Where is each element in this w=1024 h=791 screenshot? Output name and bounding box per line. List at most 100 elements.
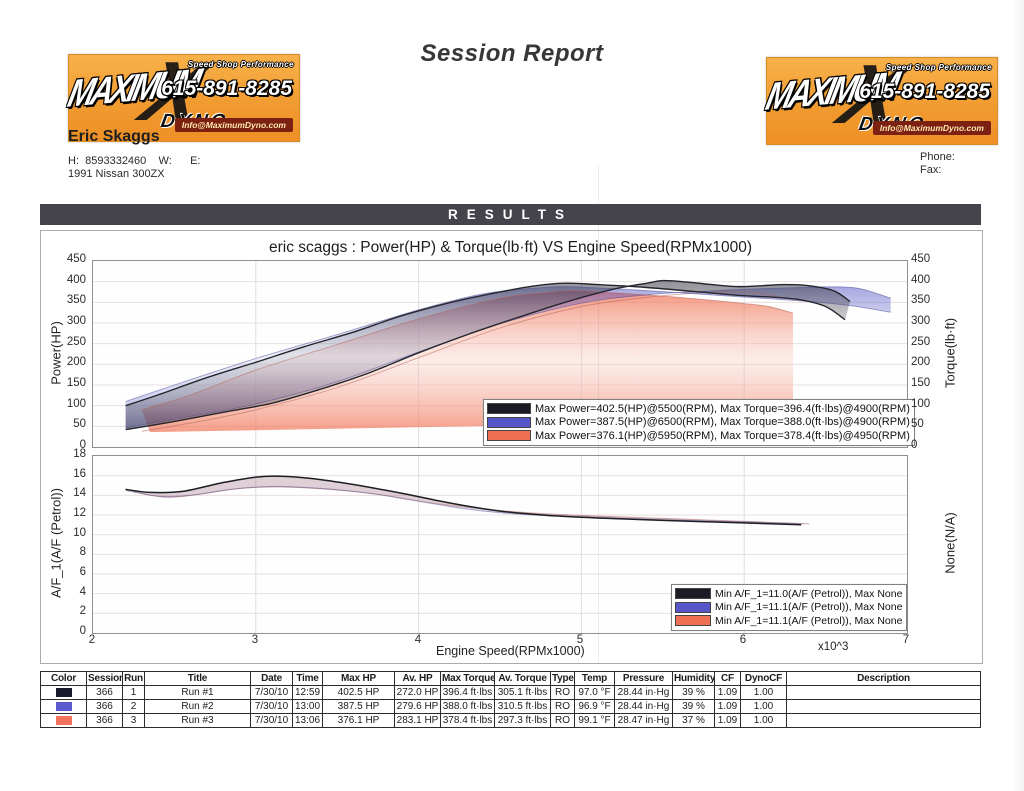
table-cell bbox=[786, 713, 981, 728]
table-cell: 1 bbox=[122, 685, 145, 700]
column-header-color: Color bbox=[40, 671, 87, 686]
table-cell: 12:59 bbox=[292, 685, 323, 700]
maximum-dyno-logo-left: X MAXIMUM DYNO Speed Shop Performance 61… bbox=[64, 44, 300, 142]
axis-tick: 2 bbox=[79, 605, 86, 617]
axis-tick: 150 bbox=[66, 377, 86, 389]
table-cell: 1.00 bbox=[740, 699, 787, 714]
column-header-session: Session bbox=[86, 671, 123, 686]
legend-row: Min A/F_1=11.1(A/F (Petrol)), Max None bbox=[675, 601, 902, 615]
axis-tick: 4 bbox=[414, 634, 422, 646]
axis-tick: 3 bbox=[251, 634, 259, 646]
table-row: 366 1 Run #1 7/30/10 12:59 402.5 HP 272.0 HP 39… bbox=[40, 685, 981, 700]
curve-run-3-power bbox=[141, 291, 785, 432]
column-header-title: Title bbox=[144, 671, 251, 686]
column-header-pressure: Pressure bbox=[614, 671, 673, 686]
table-body: 366 1 Run #1 7/30/10 12:59 402.5 HP 272.0 HP 39… bbox=[40, 685, 981, 728]
column-header-time: Time bbox=[292, 671, 323, 686]
results-table: Color Session Run Title Date Time Max HP Av. HP… bbox=[40, 671, 981, 728]
run3-band bbox=[141, 290, 794, 433]
power-axis-label: Power(HP) bbox=[48, 321, 64, 385]
chart-title: eric scaggs : Power(HP) & Torque(lb·ft) … bbox=[268, 239, 752, 256]
legend-label: Max Power=387.5(HP)@6500(RPM), Max Torqu… bbox=[535, 416, 910, 429]
af-axis-label: A/F_1(A/F (Petrol)) bbox=[48, 488, 64, 598]
table-cell: 97.0 °F bbox=[574, 685, 615, 700]
x-axis-label: Engine Speed(RPMx1000) bbox=[436, 644, 585, 658]
column-header-av-torque: Av. Torque bbox=[494, 671, 551, 686]
axis-tick: 0 bbox=[911, 439, 918, 451]
axis-tick: 250 bbox=[66, 336, 86, 348]
table-cell: Run #2 bbox=[144, 699, 251, 714]
table-row: 366 3 Run #3 7/30/10 13:06 376.1 HP 283.1 HP 37… bbox=[40, 713, 981, 728]
table-cell: 1.09 bbox=[714, 699, 741, 714]
power-torque-legend: Max Power=402.5(HP)@5500(RPM), Max Torqu… bbox=[483, 399, 915, 446]
run-color-swatch bbox=[55, 715, 72, 725]
legend-swatch bbox=[675, 588, 711, 600]
table-cell: 2 bbox=[122, 699, 145, 714]
legend-row: Max Power=402.5(HP)@5500(RPM), Max Torqu… bbox=[487, 402, 910, 416]
axis-tick: 16 bbox=[73, 468, 86, 480]
legend-swatch bbox=[487, 416, 531, 428]
customer-contact-line: H: 8593332460 W: E: bbox=[68, 155, 201, 167]
axis-tick: 250 bbox=[911, 336, 931, 348]
table-cell: 1.09 bbox=[714, 713, 741, 728]
axis-tick: 0 bbox=[79, 439, 86, 451]
table-cell: RO bbox=[550, 685, 575, 700]
column-header-dynocf: DynoCF bbox=[740, 671, 787, 686]
column-header-av-hp: Av. HP bbox=[394, 671, 441, 686]
table-cell: RO bbox=[550, 699, 575, 714]
logo-phone-number: 615-891-8285 bbox=[161, 77, 292, 100]
legend-row: Min A/F_1=11.1(A/F (Petrol)), Max None bbox=[675, 614, 902, 628]
curve-run-3-a-f bbox=[133, 486, 810, 525]
table-cell: 7/30/10 bbox=[250, 713, 293, 728]
run-color-swatch bbox=[55, 701, 72, 711]
axis-tick: 4 bbox=[79, 586, 86, 598]
legend-label: Max Power=376.1(HP)@5950(RPM), Max Torqu… bbox=[535, 429, 910, 442]
axis-tick: 300 bbox=[66, 315, 86, 327]
column-header-type: Type bbox=[550, 671, 575, 686]
none-axis-label: None(N/A) bbox=[942, 512, 958, 574]
curve-run-2-torque bbox=[125, 286, 891, 402]
table-cell: 366 bbox=[86, 713, 123, 728]
curve-run-1-torque bbox=[125, 282, 846, 407]
legend-row: Max Power=376.1(HP)@5950(RPM), Max Torqu… bbox=[487, 429, 910, 443]
axis-tick: 300 bbox=[911, 315, 931, 327]
axis-tick: 450 bbox=[66, 253, 86, 265]
run1-band bbox=[125, 280, 851, 430]
table-cell bbox=[786, 699, 981, 714]
axis-tick: 200 bbox=[66, 356, 86, 368]
run-color-swatch bbox=[55, 687, 72, 697]
customer-name: Eric Skaggs bbox=[68, 128, 160, 145]
logo-email: Info@MaximumDyno.com bbox=[174, 118, 293, 132]
table-cell: 28.44 in·Hg bbox=[614, 699, 673, 714]
legend-row: Min A/F_1=11.0(A/F (Petrol)), Max None bbox=[675, 587, 902, 601]
column-header-max-torque: Max Torque bbox=[440, 671, 495, 686]
table-cell: 28.44 in·Hg bbox=[614, 685, 673, 700]
table-cell: 387.5 HP bbox=[322, 699, 395, 714]
color-cell bbox=[40, 699, 87, 714]
axis-tick: 350 bbox=[66, 294, 86, 306]
table-cell: 378.4 ft·lbs bbox=[440, 713, 495, 728]
legend-label: Min A/F_1=11.1(A/F (Petrol)), Max None bbox=[715, 601, 903, 614]
color-cell bbox=[40, 685, 87, 700]
axis-tick: 400 bbox=[66, 274, 86, 286]
table-cell: 388.0 ft·lbs bbox=[440, 699, 495, 714]
curve-run-1-power bbox=[125, 279, 851, 431]
table-cell: 1.00 bbox=[740, 685, 787, 700]
axis-tick: 18 bbox=[73, 448, 86, 460]
column-header-run: Run bbox=[122, 671, 145, 686]
table-header-row: Color Session Run Title Date Time Max HP Av. HP… bbox=[40, 671, 981, 686]
customer-vehicle: 1991 Nissan 300ZX bbox=[68, 168, 165, 180]
table-cell: 13:00 bbox=[292, 699, 323, 714]
table-head: Color Session Run Title Date Time Max HP Av. HP… bbox=[40, 671, 981, 686]
table-cell: 376.1 HP bbox=[322, 713, 395, 728]
table-cell: 366 bbox=[86, 685, 123, 700]
table-cell: RO bbox=[550, 713, 575, 728]
axis-tick: 5 bbox=[576, 634, 584, 646]
column-header-cf: CF bbox=[714, 671, 741, 686]
legend-label: Min A/F_1=11.1(A/F (Petrol)), Max None bbox=[715, 614, 903, 627]
table-row: 366 2 Run #2 7/30/10 13:00 387.5 HP 279.6 HP 38… bbox=[40, 699, 981, 714]
maximum-dyno-logo-right: X MAXIMUM DYNO Speed Shop Performance 61… bbox=[762, 47, 998, 145]
axis-tick: 50 bbox=[73, 418, 86, 430]
af-band-1 bbox=[125, 476, 810, 525]
